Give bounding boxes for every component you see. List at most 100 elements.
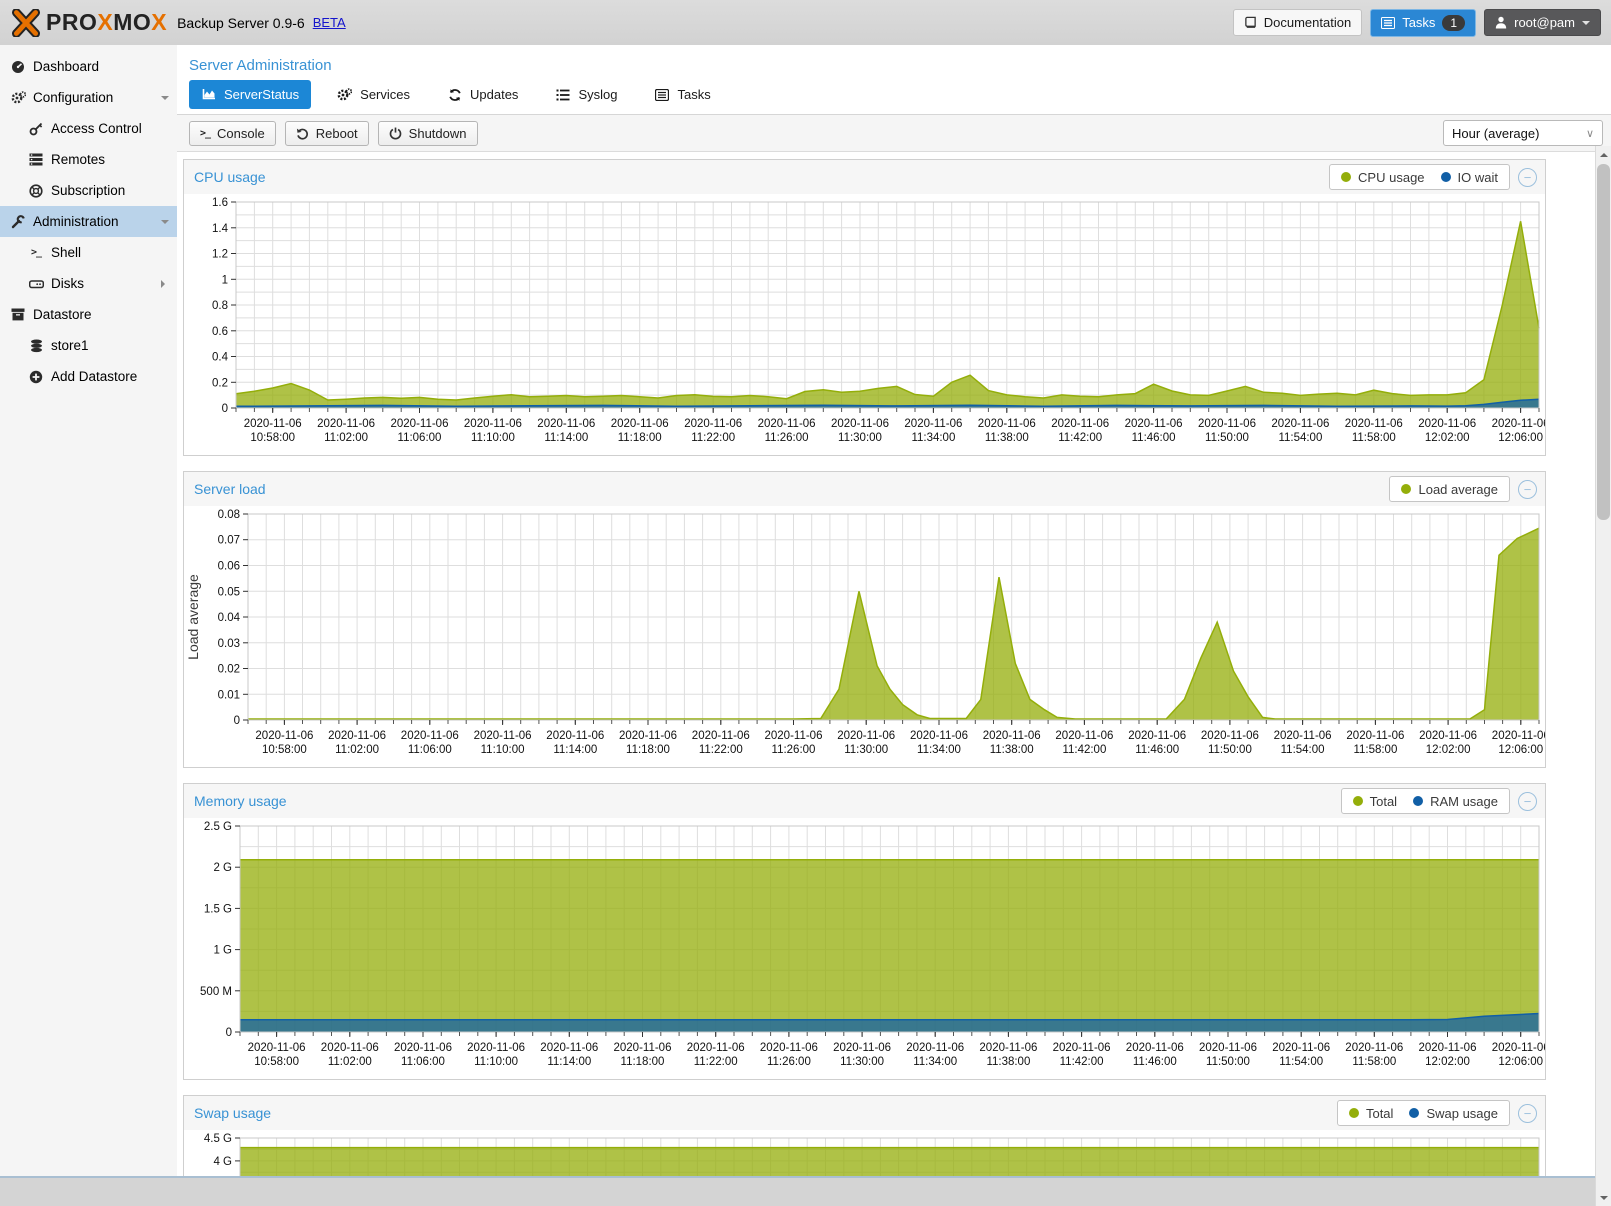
sidebar-item-administration[interactable]: Administration [0,206,177,237]
panel-title: Swap usage [194,1105,272,1121]
timeframe-select[interactable]: Hour (average) ∨ [1443,120,1603,146]
svg-text:2020-11-06: 2020-11-06 [979,1042,1037,1054]
proxmox-x-icon [12,8,40,37]
scrollbar-thumb[interactable] [1597,164,1610,520]
page-title: Server Administration [189,57,332,74]
svg-text:2020-11-06: 2020-11-06 [394,1042,452,1054]
sidebar-item-dashboard[interactable]: Dashboard [0,51,177,82]
svg-text:2020-11-06: 2020-11-06 [540,1042,598,1054]
svg-text:0.2: 0.2 [212,377,228,389]
gears-icon [337,87,353,100]
sidebar-item-subscription[interactable]: Subscription [0,175,177,206]
svg-text:2020-11-06: 2020-11-06 [692,730,750,742]
svg-text:4.5 G: 4.5 G [204,1133,232,1145]
svg-text:1.6: 1.6 [212,197,228,209]
svg-text:11:26:00: 11:26:00 [765,432,809,444]
hdd-icon [28,278,44,290]
svg-text:0: 0 [226,1027,232,1039]
scroll-down-arrow[interactable] [1596,1190,1611,1206]
svg-text:10:58:00: 10:58:00 [254,1056,299,1068]
svg-text:2020-11-06: 2020-11-06 [464,418,522,430]
svg-text:2020-11-06: 2020-11-06 [910,730,968,742]
tasks-button[interactable]: Tasks 1 [1370,8,1477,37]
beta-link[interactable]: BETA [312,15,346,30]
svg-text:2020-11-06: 2020-11-06 [619,730,677,742]
sidebar-item-add-datastore[interactable]: Add Datastore [0,361,177,392]
svg-text:12:06:00: 12:06:00 [1498,432,1543,444]
legend-dot [1440,172,1451,182]
tab-services[interactable]: Services [325,80,422,109]
svg-text:10:58:00: 10:58:00 [250,432,295,444]
svg-text:0.01: 0.01 [218,689,240,701]
sidebar-item-remotes[interactable]: Remotes [0,144,177,175]
console-button[interactable]: >_ Console [189,120,276,146]
svg-text:11:46:00: 11:46:00 [1133,1056,1177,1068]
svg-text:11:10:00: 11:10:00 [474,1056,518,1068]
tab-serverstatus[interactable]: ServerStatus [189,80,312,109]
svg-text:11:30:00: 11:30:00 [838,432,882,444]
tab-syslog[interactable]: Syslog [544,80,629,109]
chevron-down-icon: ∨ [1585,127,1594,140]
svg-text:2020-11-06: 2020-11-06 [611,418,669,430]
sidebar-item-disks[interactable]: Disks [0,268,177,299]
svg-text:2020-11-06: 2020-11-06 [391,418,449,430]
svg-text:11:02:00: 11:02:00 [328,1056,372,1068]
svg-text:1 G: 1 G [213,945,232,957]
svg-text:2020-11-06: 2020-11-06 [831,418,889,430]
svg-text:11:58:00: 11:58:00 [1352,1056,1396,1068]
svg-text:2020-11-06: 2020-11-06 [684,418,742,430]
svg-text:2020-11-06: 2020-11-06 [1125,418,1183,430]
svg-text:11:58:00: 11:58:00 [1352,432,1396,444]
chevron-right-icon [161,279,169,288]
svg-text:2020-11-06: 2020-11-06 [687,1042,745,1054]
chart-legend: CPU usage IO wait [1329,164,1510,190]
collapse-panel-icon[interactable]: − [1518,791,1537,811]
collapse-panel-icon[interactable]: − [1518,167,1537,187]
svg-text:4 G: 4 G [213,1156,232,1168]
svg-text:12:02:00: 12:02:00 [1425,1056,1470,1068]
svg-text:2020-11-06: 2020-11-06 [760,1042,818,1054]
collapse-panel-icon[interactable]: − [1518,1103,1537,1123]
svg-text:1.4: 1.4 [212,223,229,235]
reboot-button[interactable]: Reboot [284,120,369,146]
collapse-panel-icon[interactable]: − [1518,479,1537,499]
svg-text:2020-11-06: 2020-11-06 [765,730,823,742]
sidebar-item-access-control[interactable]: Access Control [0,113,177,144]
sidebar-item-datastore[interactable]: Datastore [0,299,177,330]
svg-text:2020-11-06: 2020-11-06 [1271,418,1329,430]
database-icon [28,339,44,353]
refresh-icon [449,88,461,101]
svg-text:2020-11-06: 2020-11-06 [906,1042,964,1054]
sidebar-item-configuration[interactable]: Configuration [0,82,177,113]
svg-text:0.04: 0.04 [218,612,241,624]
sidebar-item-shell[interactable]: >_ Shell [0,237,177,268]
documentation-button[interactable]: Documentation [1232,9,1363,36]
proxmox-logo: PROXMOX [10,8,167,37]
main-content: Server Administration ServerStatus Servi… [177,45,1611,1206]
legend-dot [1401,484,1412,494]
svg-text:2020-11-06: 2020-11-06 [1272,1042,1330,1054]
vertical-scrollbar[interactable] [1595,146,1611,1206]
svg-text:11:06:00: 11:06:00 [401,1056,445,1068]
svg-text:2020-11-06: 2020-11-06 [537,418,595,430]
svg-text:11:22:00: 11:22:00 [699,744,743,756]
svg-text:11:54:00: 11:54:00 [1278,432,1322,444]
svg-text:11:10:00: 11:10:00 [481,744,525,756]
tasks-count-badge: 1 [1442,14,1466,31]
svg-text:11:50:00: 11:50:00 [1206,1056,1250,1068]
legend-dot [1341,172,1352,182]
svg-text:0.07: 0.07 [218,535,240,547]
plus-circle-icon [28,370,44,384]
sidebar-item-store1[interactable]: store1 [0,330,177,361]
shutdown-button[interactable]: Shutdown [377,120,478,146]
user-menu-button[interactable]: root@pam [1484,9,1601,36]
memory-usage-panel: Memory usage Total RAM usage − 2020-11-0… [183,783,1546,1080]
svg-text:11:14:00: 11:14:00 [553,744,597,756]
chart-legend: Total Swap usage [1336,1100,1510,1126]
triangle-up-icon [1599,149,1608,157]
svg-text:12:02:00: 12:02:00 [1426,744,1471,756]
scroll-up-arrow[interactable] [1596,146,1611,162]
svg-text:2020-11-06: 2020-11-06 [1053,1042,1111,1054]
tab-tasks[interactable]: Tasks [643,80,722,109]
tab-updates[interactable]: Updates [436,80,530,109]
